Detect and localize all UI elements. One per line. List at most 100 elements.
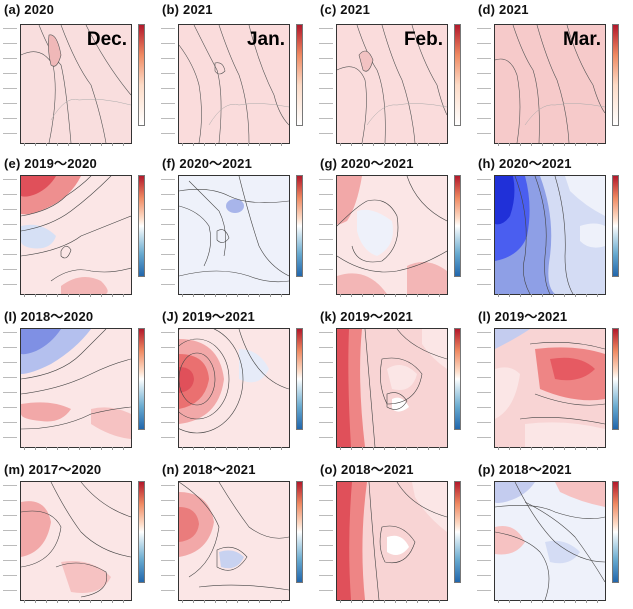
panel-a: (a) 2020 Dec. <box>2 2 158 152</box>
panel-n: (n) 2018～2021 <box>160 459 316 609</box>
y-ticks <box>161 175 177 293</box>
x-ticks <box>336 447 446 451</box>
colorbar <box>454 481 461 583</box>
panel-d: (d) 2021 Mar. <box>476 2 632 152</box>
map-area <box>20 175 132 295</box>
x-ticks <box>178 143 288 147</box>
x-ticks <box>494 143 604 147</box>
x-ticks <box>336 143 446 147</box>
panel-m: (m) 2017～2020 <box>2 459 158 609</box>
y-ticks <box>319 481 335 599</box>
colorbar <box>138 24 145 126</box>
map-area <box>494 481 606 601</box>
panel-title: (c) 2021 <box>320 2 371 17</box>
map-area: Dec. <box>20 24 132 144</box>
x-ticks <box>494 294 604 298</box>
panel-k: (k) 2019～2021 <box>318 306 474 456</box>
colorbar <box>454 175 461 277</box>
panel-l: (l) 2019～2021 <box>476 306 632 456</box>
panel-title: (b) 2021 <box>162 2 213 17</box>
panel-title: (e) 2019～2020 <box>4 156 97 171</box>
panel-title: (J) 2019～2021 <box>162 309 255 324</box>
map-area <box>178 175 290 295</box>
panel-title: (o) 2018～2021 <box>320 462 414 477</box>
panel-title: (a) 2020 <box>4 2 55 17</box>
panel-title: (h) 2020～2021 <box>478 156 572 171</box>
panel-b: (b) 2021 Jan. <box>160 2 316 152</box>
colorbar <box>296 24 303 126</box>
map-area <box>494 175 606 295</box>
x-ticks <box>178 447 288 451</box>
map-area <box>336 175 448 295</box>
colorbar <box>612 175 619 277</box>
x-ticks <box>178 600 288 604</box>
panel-title: (f) 2020～2021 <box>162 156 253 171</box>
panel-p: (p) 2018～2021 <box>476 459 632 609</box>
x-ticks <box>494 600 604 604</box>
panel-title: (d) 2021 <box>478 2 529 17</box>
colorbar <box>454 24 461 126</box>
colorbar <box>296 175 303 277</box>
month-label: Jan. <box>246 29 285 50</box>
panel-o: (o) 2018～2021 <box>318 459 474 609</box>
x-ticks <box>20 447 130 451</box>
map-area: Jan. <box>178 24 290 144</box>
map-area <box>494 328 606 448</box>
colorbar <box>612 328 619 430</box>
x-ticks <box>178 294 288 298</box>
y-ticks <box>3 481 19 599</box>
x-ticks <box>336 294 446 298</box>
panel-title: (g) 2020～2021 <box>320 156 414 171</box>
x-ticks <box>336 600 446 604</box>
colorbar <box>454 328 461 430</box>
panel-title: (I) 2018～2020 <box>4 309 94 324</box>
map-area <box>336 481 448 601</box>
panel-title: (m) 2017～2020 <box>4 462 102 477</box>
map-area: Mar. <box>494 24 606 144</box>
map-area <box>178 481 290 601</box>
panel-title: (l) 2019～2021 <box>478 309 568 324</box>
y-ticks <box>477 24 493 142</box>
month-label: Feb. <box>403 29 443 50</box>
map-area <box>20 481 132 601</box>
panel-e: (e) 2019～2020 <box>2 153 158 303</box>
y-ticks <box>477 328 493 446</box>
panel-title: (k) 2019～2021 <box>320 309 413 324</box>
y-ticks <box>3 328 19 446</box>
colorbar <box>612 481 619 583</box>
x-ticks <box>494 447 604 451</box>
panel-title: (n) 2018～2021 <box>162 462 256 477</box>
x-ticks <box>20 143 130 147</box>
colorbar <box>612 24 619 126</box>
panel-j: (J) 2019～2021 <box>160 306 316 456</box>
colorbar <box>296 481 303 583</box>
y-ticks <box>477 481 493 599</box>
month-label: Dec. <box>86 29 127 50</box>
y-ticks <box>319 24 335 142</box>
panel-c: (c) 2021 Feb. <box>318 2 474 152</box>
panel-h: (h) 2020～2021 <box>476 153 632 303</box>
panel-i: (I) 2018～2020 <box>2 306 158 456</box>
y-ticks <box>319 328 335 446</box>
x-ticks <box>20 294 130 298</box>
colorbar <box>138 481 145 583</box>
panel-title: (p) 2018～2021 <box>478 462 572 477</box>
panel-g: (g) 2020～2021 <box>318 153 474 303</box>
map-area: Feb. <box>336 24 448 144</box>
colorbar <box>296 328 303 430</box>
y-ticks <box>3 24 19 142</box>
colorbar <box>138 175 145 277</box>
map-area <box>178 328 290 448</box>
y-ticks <box>319 175 335 293</box>
colorbar <box>138 328 145 430</box>
y-ticks <box>161 328 177 446</box>
y-ticks <box>3 175 19 293</box>
y-ticks <box>161 24 177 142</box>
panel-f: (f) 2020～2021 <box>160 153 316 303</box>
x-ticks <box>20 600 130 604</box>
y-ticks <box>161 481 177 599</box>
map-area <box>336 328 448 448</box>
map-area <box>20 328 132 448</box>
month-label: Mar. <box>562 29 601 50</box>
y-ticks <box>477 175 493 293</box>
